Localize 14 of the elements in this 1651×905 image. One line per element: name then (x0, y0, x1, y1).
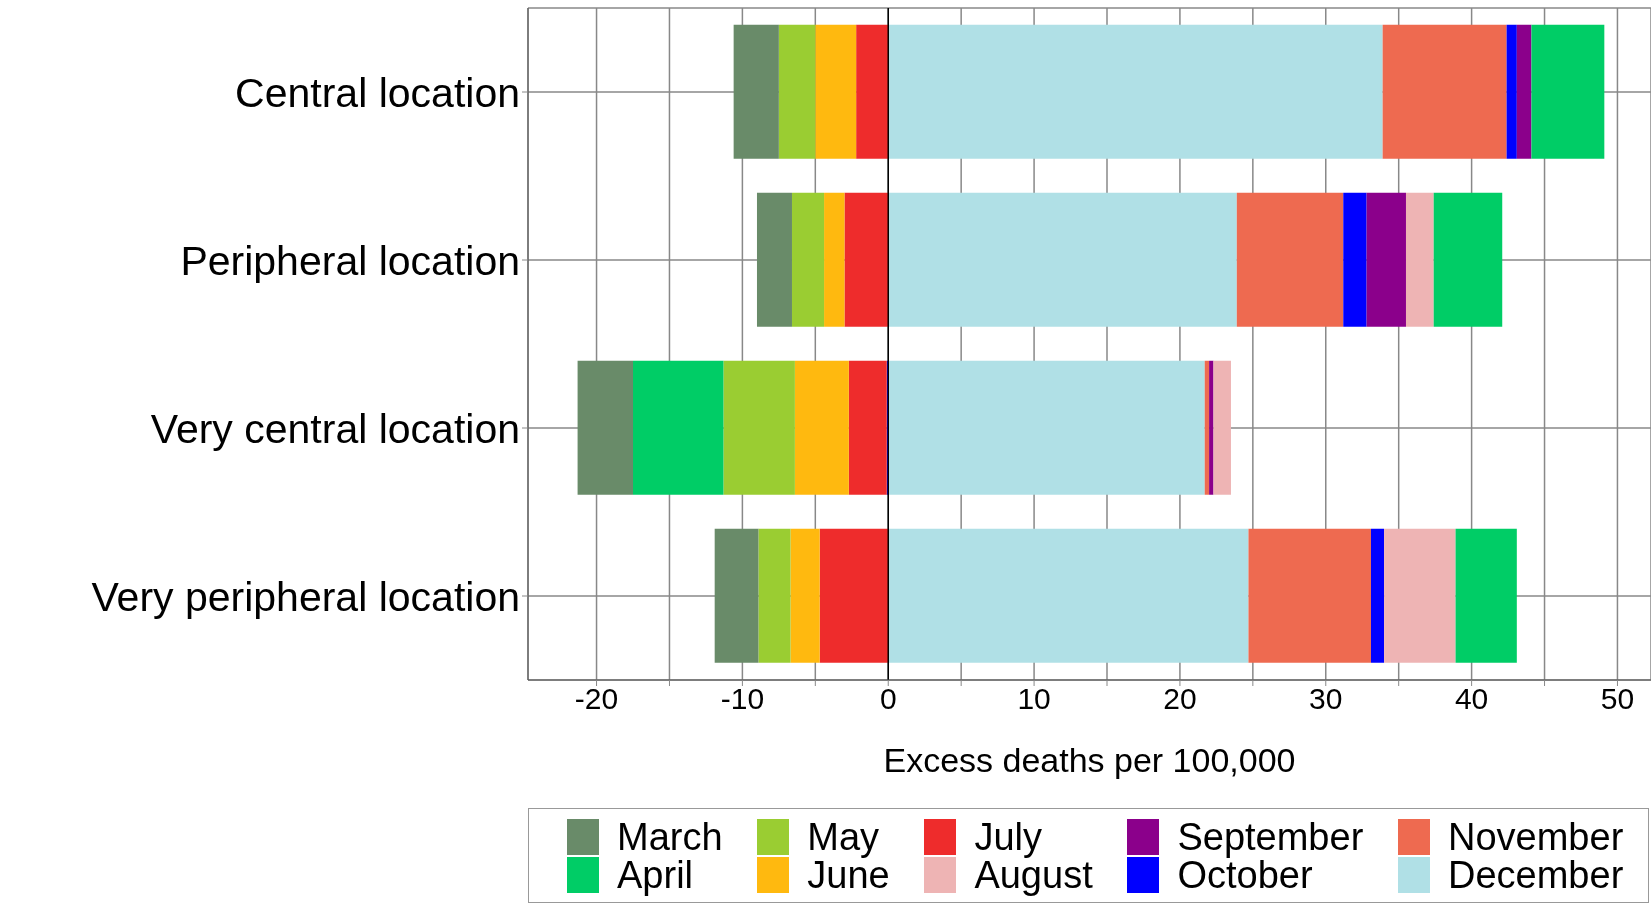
x-tick-label: 20 (1163, 682, 1197, 716)
x-tick-label: -10 (720, 682, 765, 716)
x-tick-label: 10 (1017, 682, 1051, 716)
x-tick-label: 40 (1454, 682, 1489, 716)
x-tick-label: 0 (879, 682, 897, 716)
y-tick-label: Central location (235, 69, 520, 116)
y-tick-label: Peripheral location (180, 237, 520, 284)
x-tick-label: -20 (574, 682, 619, 716)
x-tick-label: 50 (1600, 682, 1635, 716)
legend-label: September (1177, 815, 1364, 858)
y-tick-label: Very central location (150, 405, 520, 452)
y-tick-label: Very peripheral location (91, 573, 520, 620)
x-axis-title: Excess deaths per 100,000 (883, 741, 1296, 779)
x-tick-label: 30 (1309, 682, 1343, 716)
